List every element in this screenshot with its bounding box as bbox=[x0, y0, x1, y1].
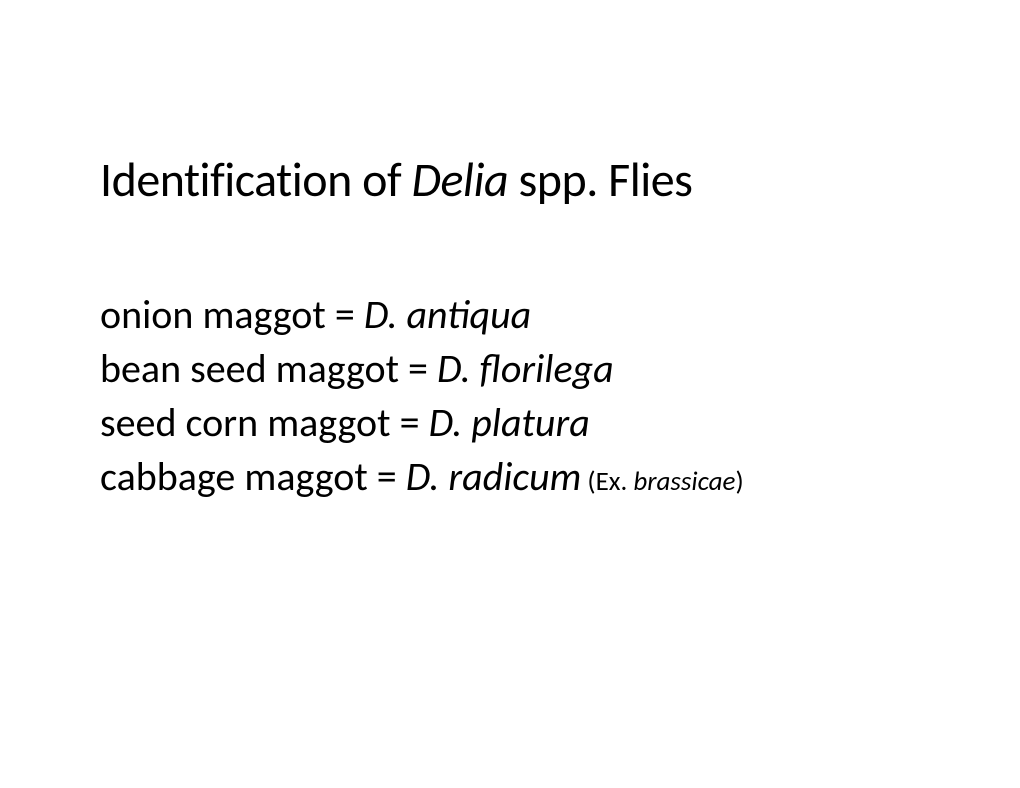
species-line: onion maggot = D. antiqua bbox=[100, 289, 920, 341]
scientific-name: D. florilega bbox=[437, 344, 614, 393]
note-italic: brassicae bbox=[633, 465, 735, 498]
scientific-name: D. radicum bbox=[406, 452, 582, 501]
common-name: seed corn maggot = bbox=[100, 398, 429, 447]
common-name: onion maggot = bbox=[100, 290, 364, 339]
note-prefix: (Ex. bbox=[581, 465, 633, 498]
species-note: (Ex. brassicae) bbox=[581, 465, 743, 498]
scientific-name: D. antiqua bbox=[364, 290, 531, 339]
species-line: seed corn maggot = D. platura bbox=[100, 397, 920, 449]
species-list: onion maggot = D. antiqua bean seed magg… bbox=[100, 289, 920, 503]
species-line: bean seed maggot = D. florilega bbox=[100, 343, 920, 395]
note-suffix: ) bbox=[735, 465, 743, 498]
title-suffix: spp. Flies bbox=[508, 150, 692, 209]
species-line: cabbage maggot = D. radicum (Ex. brassic… bbox=[100, 451, 920, 503]
title-genus: Delia bbox=[411, 150, 508, 209]
common-name: cabbage maggot = bbox=[100, 452, 406, 501]
scientific-name: D. platura bbox=[429, 398, 590, 447]
slide-title: Identification of Delia spp. Flies bbox=[100, 150, 920, 209]
common-name: bean seed maggot = bbox=[100, 344, 437, 393]
title-prefix: Identification of bbox=[100, 150, 411, 209]
